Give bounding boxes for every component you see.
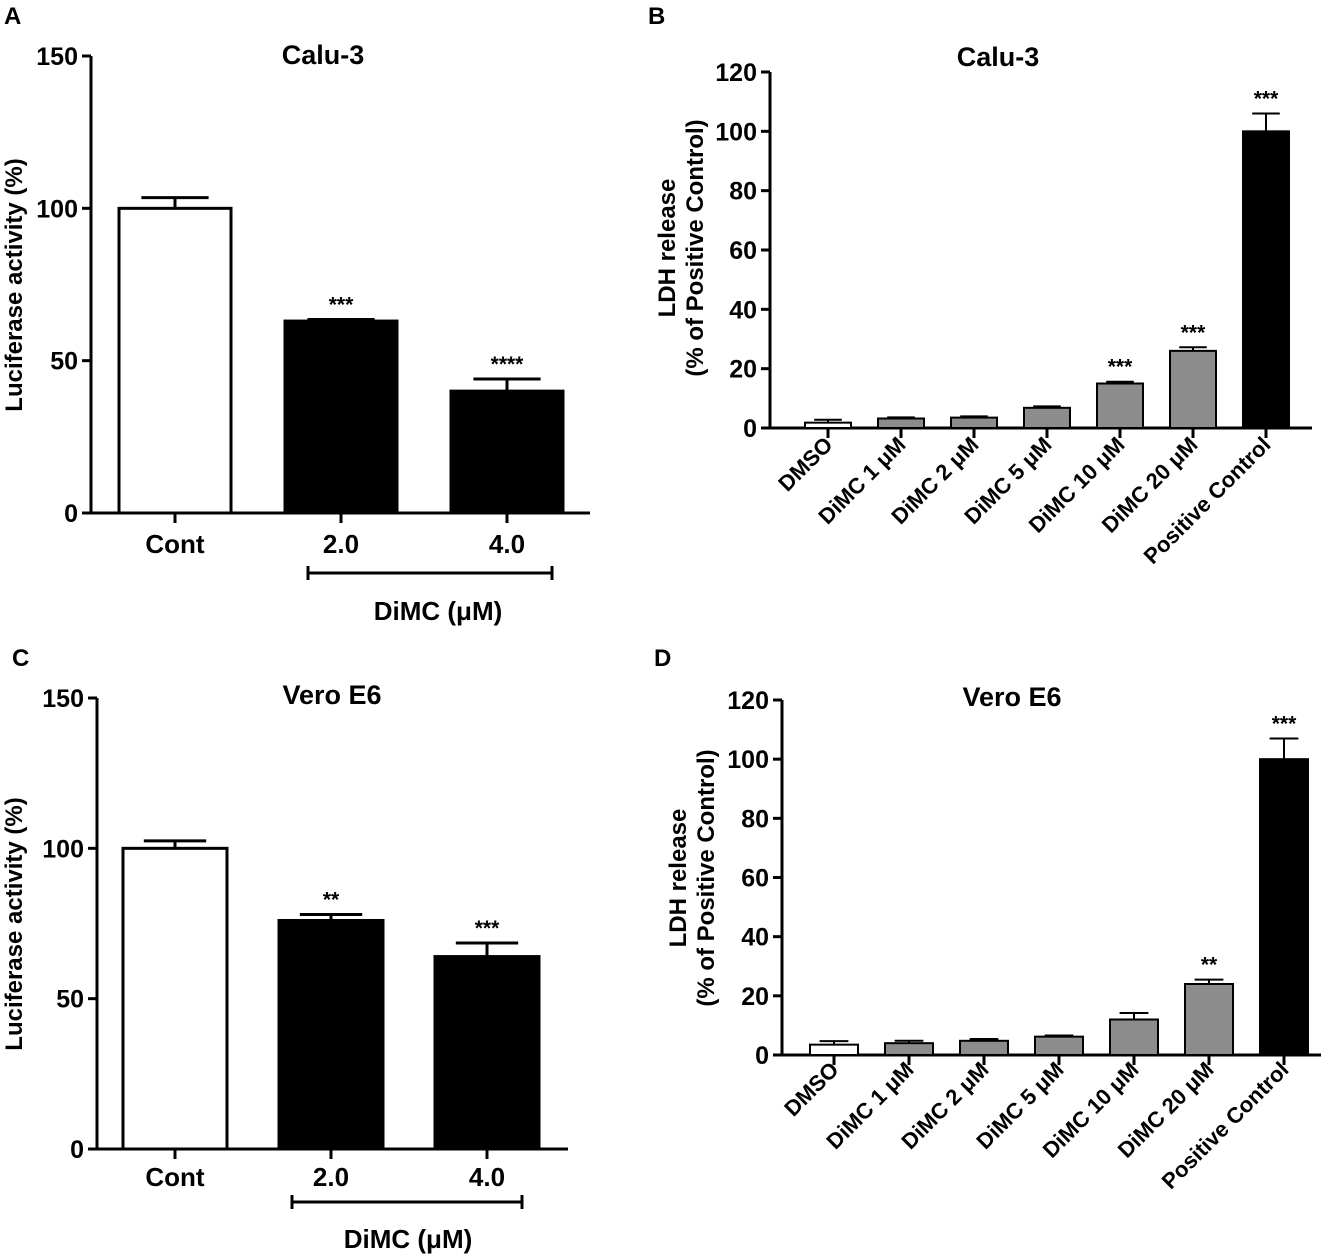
y-tick-label: 50 bbox=[50, 348, 78, 376]
bar bbox=[950, 416, 998, 430]
x-tick-label: DMSO bbox=[773, 432, 837, 496]
bar bbox=[433, 955, 541, 1151]
chart-title: Vero E6 bbox=[962, 682, 1061, 712]
bar bbox=[804, 421, 852, 430]
significance-label: *** bbox=[1181, 321, 1206, 344]
bar bbox=[1184, 983, 1234, 1056]
significance-label: **** bbox=[491, 353, 525, 376]
y-tick-label: 120 bbox=[715, 59, 757, 87]
group-label: DiMC (μM) bbox=[374, 596, 503, 626]
panel-b: B Calu-3 0 20 40 60 80 100 120 LDH release(% of P… bbox=[648, 3, 1312, 569]
y-tick-label: 20 bbox=[729, 356, 757, 384]
y-axis-label-line: LDH release bbox=[654, 179, 681, 318]
bar bbox=[117, 206, 233, 515]
bar bbox=[1169, 349, 1217, 429]
panel-d: D Vero E6 0 20 40 60 80 100 120 LDH release(% of … bbox=[654, 645, 1321, 1194]
x-tick-label: 4.0 bbox=[489, 529, 525, 559]
y-tick-label: 0 bbox=[70, 1136, 84, 1164]
y-tick-label: 100 bbox=[727, 746, 769, 774]
y-axis-label: Luciferase activity (%) bbox=[1, 158, 28, 411]
significance-label: *** bbox=[329, 294, 354, 317]
x-tick-label: 2.0 bbox=[323, 529, 359, 559]
y-tick-label: 120 bbox=[727, 687, 769, 715]
y-tick-label: 0 bbox=[64, 500, 78, 528]
panel-letter: C bbox=[12, 645, 29, 672]
y-tick-label: 100 bbox=[715, 118, 757, 146]
y-tick-label: 0 bbox=[755, 1042, 769, 1070]
panel-letter: D bbox=[654, 645, 671, 672]
y-tick-label: 50 bbox=[56, 986, 84, 1014]
y-axis-label: LDH release(% of Positive Control) bbox=[665, 749, 720, 1006]
y-tick-label: 0 bbox=[743, 415, 757, 443]
bar bbox=[277, 918, 385, 1151]
panel-letter: B bbox=[648, 3, 665, 30]
y-tick-label: 80 bbox=[741, 805, 769, 833]
x-tick-label: Positive Control bbox=[1157, 1057, 1294, 1194]
bar bbox=[1109, 1018, 1159, 1056]
x-tick-label: Cont bbox=[145, 529, 205, 559]
y-axis-label: Luciferase activity (%) bbox=[1, 797, 28, 1050]
significance-label: *** bbox=[1108, 356, 1133, 379]
significance-label: ** bbox=[323, 888, 340, 911]
bar bbox=[121, 846, 229, 1151]
x-tick-label: 2.0 bbox=[313, 1162, 349, 1192]
chart-title: Calu-3 bbox=[957, 42, 1040, 72]
bar bbox=[449, 389, 565, 515]
y-tick-label: 100 bbox=[36, 195, 78, 223]
bar bbox=[1242, 130, 1290, 429]
bar bbox=[809, 1043, 859, 1057]
panel-a: A Calu-3 0 50 100 150 Luciferase activity (%) C… bbox=[1, 3, 590, 626]
bar bbox=[959, 1039, 1009, 1057]
y-tick-label: 100 bbox=[42, 835, 84, 863]
significance-label: ** bbox=[1201, 954, 1218, 977]
x-tick-label: Cont bbox=[145, 1162, 205, 1192]
chart-title: Calu-3 bbox=[282, 40, 365, 70]
bar bbox=[1259, 758, 1309, 1057]
y-axis-label-line: LDH release bbox=[665, 809, 692, 948]
x-tick-label: DMSO bbox=[779, 1057, 843, 1121]
panel-letter: A bbox=[4, 3, 21, 30]
significance-label: *** bbox=[1254, 88, 1279, 111]
significance-label: *** bbox=[475, 917, 500, 940]
y-tick-label: 60 bbox=[741, 865, 769, 893]
bar bbox=[1034, 1035, 1084, 1056]
y-axis-label-line: (% of Positive Control) bbox=[693, 749, 720, 1006]
chart-title: Vero E6 bbox=[282, 680, 381, 710]
bar bbox=[877, 417, 925, 429]
x-tick-label: 4.0 bbox=[469, 1162, 505, 1192]
y-tick-label: 40 bbox=[741, 924, 769, 952]
y-axis-label-line: (% of Positive Control) bbox=[682, 119, 709, 376]
y-tick-label: 40 bbox=[729, 296, 757, 324]
y-axis-label: LDH release(% of Positive Control) bbox=[654, 119, 709, 376]
y-tick-label: 80 bbox=[729, 178, 757, 206]
bar bbox=[1096, 382, 1144, 429]
group-label: DiMC (μM) bbox=[344, 1224, 473, 1254]
y-tick-label: 60 bbox=[729, 237, 757, 265]
y-tick-label: 150 bbox=[42, 685, 84, 713]
y-tick-label: 20 bbox=[741, 983, 769, 1011]
bar bbox=[1023, 406, 1071, 429]
bar bbox=[884, 1042, 934, 1056]
bar bbox=[283, 319, 399, 515]
significance-label: *** bbox=[1272, 712, 1297, 735]
y-tick-label: 150 bbox=[36, 43, 78, 71]
panel-c: C Vero E6 0 50 100 150 Luciferase activity (%)… bbox=[1, 645, 568, 1254]
x-tick-label: Positive Control bbox=[1139, 432, 1276, 569]
